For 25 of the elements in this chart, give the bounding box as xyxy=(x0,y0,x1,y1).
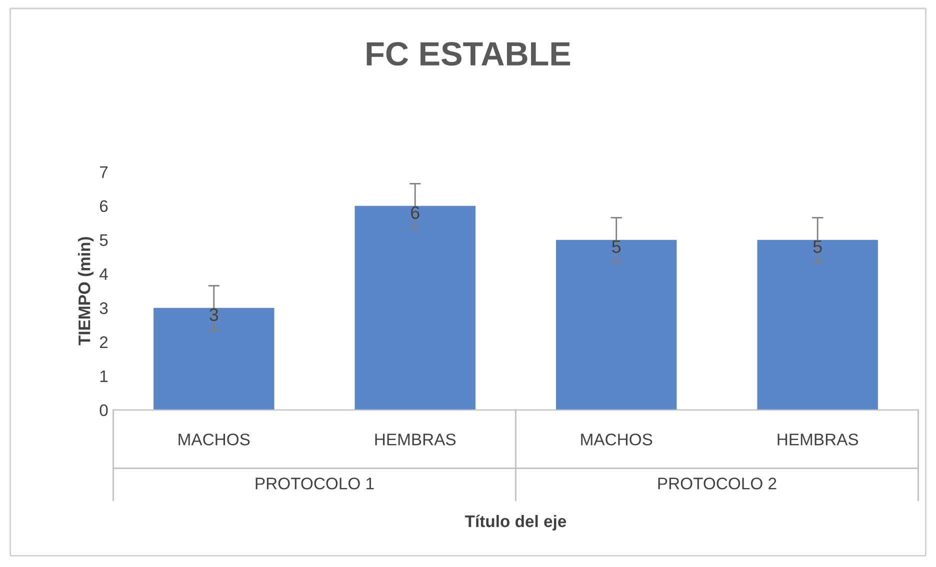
data-label: 6 xyxy=(411,206,420,220)
bar xyxy=(757,240,878,410)
x-tick-label: HEMBRAS xyxy=(375,434,456,446)
chart-title: FC ESTABLE xyxy=(366,42,570,66)
data-label: 5 xyxy=(612,240,621,254)
x-tick-label: MACHOS xyxy=(581,434,652,446)
x-axis-title: Título del eje xyxy=(464,514,566,530)
y-tick-label: 6 xyxy=(100,200,108,212)
y-tick-label: 7 xyxy=(100,166,108,178)
data-label: 5 xyxy=(813,240,822,254)
x-tick-label: HEMBRAS xyxy=(778,434,858,446)
y-tick-label: 4 xyxy=(100,268,108,280)
y-tick-label: 0 xyxy=(100,404,108,416)
text: PROTOCOLO 1 xyxy=(256,478,374,490)
text: PROTOCOLO 2 xyxy=(658,478,776,490)
data-label: 3 xyxy=(210,308,218,322)
bar xyxy=(556,240,677,410)
x-tick-label: MACHOS xyxy=(178,434,250,446)
y-tick-label: 1 xyxy=(100,370,108,382)
bar xyxy=(354,206,476,410)
y-axis-title: TIEMPO (min) xyxy=(78,237,94,346)
y-tick-label: 2 xyxy=(100,336,108,348)
y-tick-label: 5 xyxy=(100,234,108,246)
bar xyxy=(154,308,274,410)
y-tick-label: 3 xyxy=(100,302,108,314)
